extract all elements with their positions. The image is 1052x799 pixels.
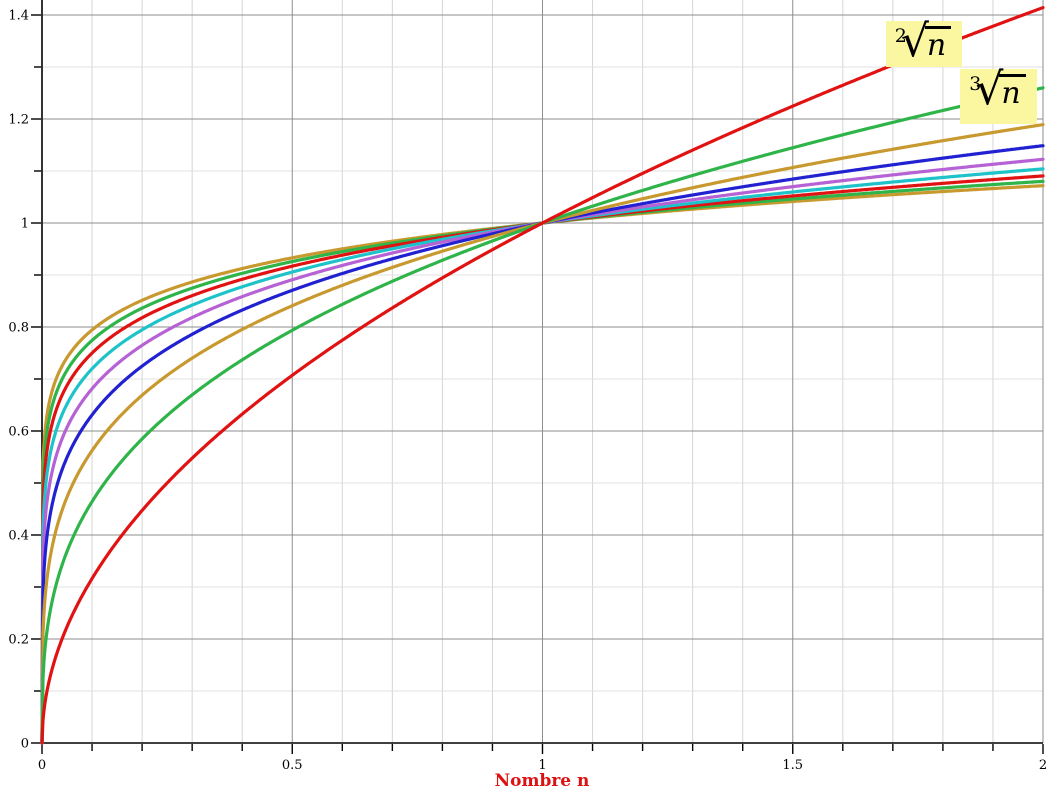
curve-label-cube-root-of-n: 3 √ n [960, 64, 1037, 124]
axes [31, 0, 1044, 754]
x-tick-label: 0.5 [282, 758, 303, 773]
y-tick-label: 0.6 [8, 425, 29, 440]
x-tick-label: 1 [538, 758, 546, 773]
y-tick-label: 1.4 [8, 9, 29, 24]
y-tick-label: 1 [21, 217, 29, 232]
radical-sign-icon: √ [900, 16, 929, 67]
radicand: n [924, 26, 952, 61]
radical-sign-icon: √ [975, 64, 1004, 115]
y-tick-label: 1.2 [8, 113, 29, 128]
radical-index: 2 [894, 25, 907, 47]
radicand: n [999, 74, 1026, 109]
tick-labels: 0 0.5 1 1.5 2 0 0.2 0.4 0.6 0.8 1 1.2 1.4 [8, 9, 1047, 774]
curves [40, 6, 1045, 745]
curve-label-square-root-of-n: 2 √ n [886, 16, 962, 67]
x-tick-label: 2 [1039, 758, 1047, 773]
x-axis-title: Nombre n [494, 771, 590, 791]
y-tick-label: 0.4 [8, 529, 29, 544]
curve-root-2 [40, 6, 1045, 745]
x-tick-label: 1.5 [782, 758, 803, 773]
radical-index: 3 [969, 73, 982, 95]
y-tick-label: 0 [21, 737, 29, 752]
y-tick-label: 0.8 [8, 321, 29, 336]
y-tick-label: 0.2 [8, 633, 29, 648]
x-tick-label: 0 [38, 758, 46, 773]
